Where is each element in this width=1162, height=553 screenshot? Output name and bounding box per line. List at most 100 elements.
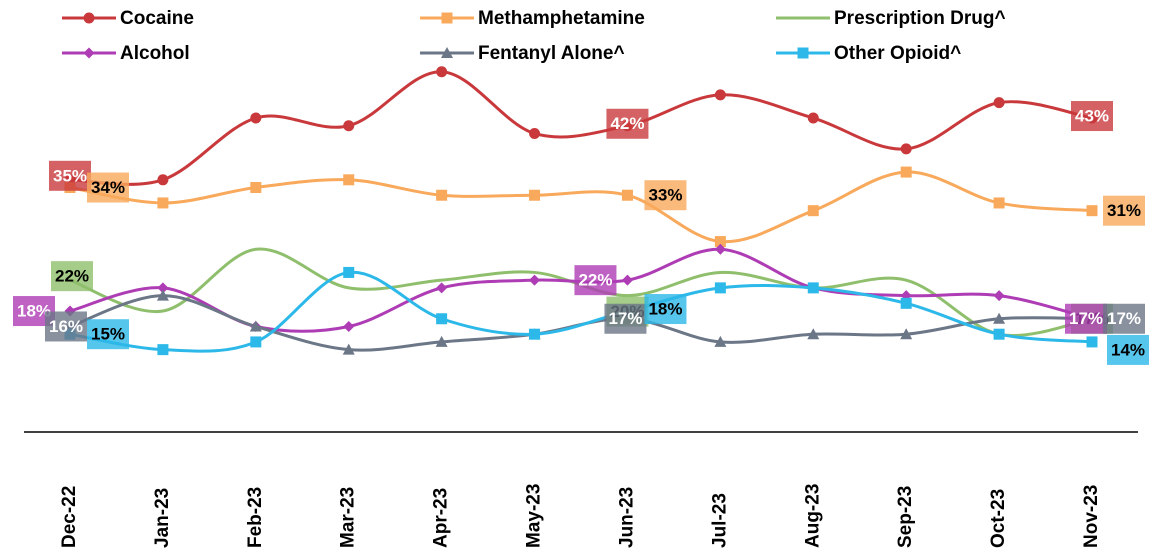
marker [529, 127, 541, 139]
marker [993, 290, 1005, 302]
data-label-box [49, 160, 91, 191]
marker [1086, 205, 1098, 217]
marker [435, 335, 448, 347]
marker [993, 312, 1006, 324]
data-label-box [87, 172, 129, 203]
data-label-text: 16% [49, 317, 83, 336]
marker [714, 282, 726, 294]
data-label: 33% [644, 180, 687, 211]
data-label: 17% [1065, 303, 1107, 334]
marker [900, 143, 912, 155]
marker [157, 344, 169, 356]
data-label-box [1103, 303, 1145, 334]
data-label-text: 33% [648, 186, 682, 205]
legend-marker [441, 12, 453, 24]
legend-marker [83, 47, 95, 59]
marker [157, 197, 169, 209]
data-label-box [1071, 101, 1113, 132]
marker [900, 328, 913, 340]
data-label-text: 14% [1111, 340, 1145, 359]
marker [807, 112, 819, 124]
marker [529, 274, 541, 286]
data-label: 43% [1071, 101, 1113, 132]
series-line [69, 170, 1093, 244]
data-label-text: 18% [648, 300, 682, 319]
data-label: 34% [87, 172, 129, 203]
x-tick-label: Apr-23 [431, 488, 452, 548]
data-label-box [45, 311, 87, 342]
data-label-box [1107, 334, 1149, 365]
data-label-box [574, 265, 617, 296]
x-tick-label: Aug-23 [802, 484, 823, 548]
data-label-text: 42% [610, 114, 644, 133]
data-label: 22% [51, 261, 93, 292]
marker [529, 328, 541, 340]
marker [900, 166, 912, 178]
data-label: 17% [604, 303, 647, 334]
data-label: 18% [13, 296, 55, 327]
marker [343, 320, 355, 332]
x-tick-label: Jan-23 [152, 488, 173, 548]
legend-marker [83, 12, 95, 24]
marker [807, 205, 819, 217]
x-tick-label: Jun-23 [616, 487, 637, 548]
marker [900, 297, 912, 309]
marker [993, 328, 1005, 340]
marker [807, 282, 819, 294]
data-label-text: 17% [608, 309, 642, 328]
legend-item: Methamphetamine [420, 8, 645, 29]
data-label-box [644, 294, 687, 325]
marker [343, 266, 355, 278]
data-label-text: 15% [91, 325, 125, 344]
data-label-box [51, 261, 93, 292]
marker [714, 243, 726, 255]
legend-item: Fentanyl Alone^ [420, 43, 625, 64]
data-label: 35% [49, 160, 91, 191]
x-tick-label: Dec-22 [59, 486, 80, 548]
marker [807, 328, 820, 340]
data-label-text: 17% [1069, 309, 1103, 328]
series-line [69, 294, 1093, 352]
legend-marker [441, 47, 453, 58]
marker [436, 313, 448, 325]
marker [714, 335, 727, 347]
x-tick-label: Nov-23 [1081, 485, 1102, 548]
legend-item: Cocaine [62, 8, 194, 29]
data-label-text: 43% [1075, 107, 1109, 126]
legend-label: Cocaine [120, 8, 194, 29]
marker [529, 189, 541, 201]
legend-label: Alcohol [120, 43, 190, 64]
x-tick-label: Sep-23 [895, 486, 916, 548]
data-label-box [604, 303, 647, 334]
data-label-box [644, 180, 687, 211]
data-label: 31% [1103, 195, 1145, 226]
data-label-text: 17% [1107, 309, 1141, 328]
marker [250, 182, 262, 194]
data-label-box [87, 319, 129, 350]
legend-item: Prescription Drug^ [776, 8, 1006, 29]
marker [436, 282, 448, 294]
data-label-text: 18% [17, 302, 51, 321]
data-label-text: 35% [53, 166, 87, 185]
marker [714, 89, 726, 101]
marker [436, 66, 448, 78]
marker [343, 174, 355, 186]
data-label: 42% [606, 108, 649, 139]
data-label: 16% [45, 311, 87, 342]
data-label-box [1103, 195, 1145, 226]
data-label: 22% [574, 265, 617, 296]
marker [156, 289, 169, 301]
data-label-box [1065, 303, 1107, 334]
marker [250, 112, 262, 124]
marker [342, 343, 355, 355]
marker [714, 236, 726, 248]
marker [157, 174, 169, 186]
legend-label: Prescription Drug^ [834, 8, 1006, 29]
marker [157, 282, 169, 294]
legend-item: Alcohol [62, 43, 190, 64]
marker [621, 189, 633, 201]
marker [993, 197, 1005, 209]
data-label-box [606, 108, 649, 139]
data-label-text: 22% [578, 271, 612, 290]
